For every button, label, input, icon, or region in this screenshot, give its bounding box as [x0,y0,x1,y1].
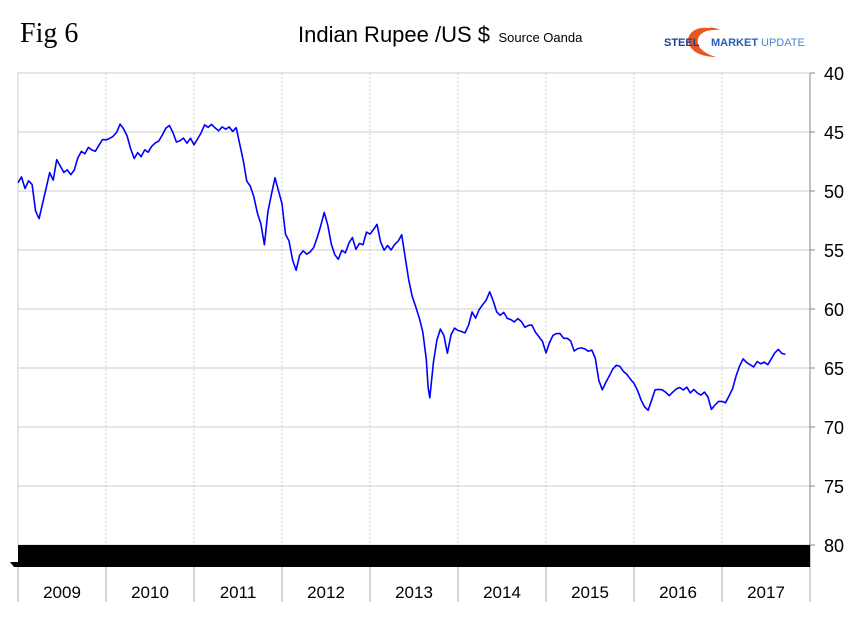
series-layer [17,123,786,412]
y-tick-label: 50 [824,182,844,202]
y-axis-ticks: 40 45 50 55 60 65 70 75 80 [810,64,844,556]
x-tick-label-2011: 2011 [220,583,257,602]
y-tick-label: 40 [824,64,844,84]
x-tick-label-2015: 2015 [571,583,609,602]
x-axis-labels: 2009 2010 2011 2012 2013 2014 2015 2016 2017 [43,583,785,602]
series-line-inr-usd [17,123,786,412]
y-tick-label: 70 [824,418,844,438]
y-tick-label: 55 [824,241,844,261]
vertical-gridlines [105,73,723,545]
horizontal-gridlines [18,131,810,487]
x-tick-label-2013: 2013 [395,583,433,602]
x-tick-label-2016: 2016 [659,583,697,602]
y-tick-label: 65 [824,359,844,379]
x-axis-year-dividers [17,567,811,602]
chart-source: Source Oanda [498,30,583,45]
steel-market-update-logo: STEEL MARKET UPDATE [664,27,805,57]
x-axis-band-corner [10,562,18,567]
y-tick-label: 45 [824,123,844,143]
chart-title: Indian Rupee /US $ [298,22,491,47]
logo-word-update: UPDATE [761,37,805,49]
x-tick-label-2017: 2017 [747,583,785,602]
y-tick-label: 60 [824,300,844,320]
y-tick-label: 75 [824,477,844,497]
logo-swoosh-icon [688,27,720,57]
x-axis-band [18,545,810,567]
logo-word-steel: STEEL [664,37,700,49]
x-tick-label-2012: 2012 [307,583,345,602]
x-tick-label-2014: 2014 [483,583,521,602]
chart-title-block: Indian Rupee /US $ Source Oanda [298,22,582,48]
logo-word-market: MARKET [711,37,758,49]
x-tick-label-2010: 2010 [131,583,169,602]
y-tick-label: 80 [824,536,844,556]
x-tick-label-2009: 2009 [43,583,81,602]
figure-label: Fig 6 [20,18,79,49]
